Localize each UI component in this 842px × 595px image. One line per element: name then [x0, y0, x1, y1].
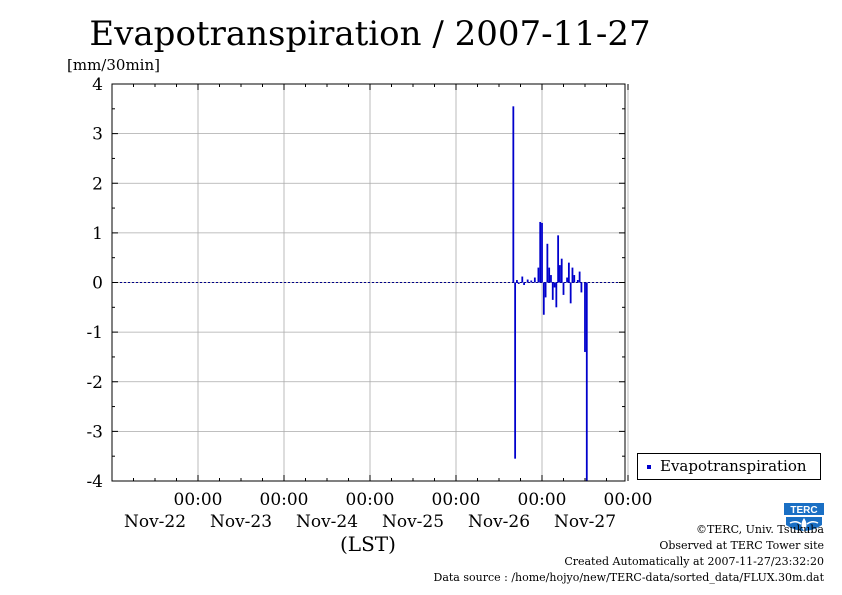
x-tick-date-label: Nov-22 [124, 512, 186, 532]
y-tick-label: 0 [92, 274, 103, 294]
y-tick-label: 4 [92, 75, 103, 95]
data-bar [566, 277, 568, 283]
data-bar [544, 282, 547, 298]
data-bar [539, 221, 542, 283]
data-bar [521, 276, 524, 283]
data-bar [571, 267, 574, 283]
data-bar [512, 106, 515, 283]
data-bar [560, 258, 563, 283]
data-bar [562, 282, 565, 295]
x-tick-time-label: 00:00 [346, 490, 395, 510]
data-bar [584, 282, 586, 352]
data-bar [569, 282, 572, 304]
y-tick-label: 1 [92, 224, 103, 244]
data-bar [533, 277, 536, 283]
x-tick-time-label: 00:00 [432, 490, 481, 510]
grid-lines [112, 84, 629, 481]
data-bar [573, 275, 576, 283]
data-bar [559, 265, 561, 283]
terc-logo: TERC [784, 503, 824, 531]
created-text: Created Automatically at 2007-11-27/23:3… [564, 555, 824, 568]
data-bar [542, 282, 545, 315]
data-bar [523, 282, 525, 285]
logo-text: TERC [790, 505, 817, 516]
x-tick-date-label: Nov-27 [554, 512, 616, 532]
data-bar [580, 282, 583, 293]
y-tick-labels: 4 3 2 1 0 -1 -2 -3 -4 [86, 75, 103, 492]
x-tick-labels: 00:00Nov-2200:00Nov-2300:00Nov-2400:00No… [124, 490, 653, 532]
data-bar [546, 243, 549, 283]
legend: Evapotranspiration [637, 453, 821, 480]
credits: ©TERC, Univ. Tsukuba Observed at TERC To… [434, 522, 825, 586]
y-tick-label: -3 [86, 422, 103, 442]
data-bar [585, 282, 588, 481]
data-bar [526, 279, 529, 283]
y-tick-label: -2 [86, 373, 103, 393]
data-bar [550, 275, 552, 283]
axis-ticks [112, 83, 629, 482]
y-tick-label: 3 [92, 125, 103, 145]
x-tick-time-label: 00:00 [174, 490, 223, 510]
data-bar [517, 282, 520, 284]
chart-title: Evapotranspiration / 2007-11-27 [89, 14, 651, 54]
data-bar [555, 282, 558, 308]
data-bar [567, 262, 570, 283]
x-tick-date-label: Nov-25 [382, 512, 444, 532]
data-bar [576, 280, 579, 283]
legend-label: Evapotranspiration [660, 457, 807, 475]
y-tick-label: 2 [92, 174, 103, 194]
data-bar [541, 222, 543, 283]
data-bar [557, 235, 560, 283]
data-bar [578, 271, 581, 283]
x-tick-time-label: 00:00 [260, 490, 309, 510]
x-tick-date-label: Nov-23 [210, 512, 272, 532]
data-bar [537, 267, 540, 283]
data-bar [514, 282, 517, 459]
observed-text: Observed at TERC Tower site [659, 539, 824, 552]
y-tick-label: -1 [86, 323, 103, 343]
data-bar [548, 267, 551, 283]
x-tick-date-label: Nov-24 [296, 512, 358, 532]
data-bar [553, 282, 556, 288]
y-tick-label: -4 [86, 472, 103, 492]
x-tick-date-label: Nov-26 [468, 512, 530, 532]
data-bars [512, 106, 588, 481]
data-bar [516, 280, 518, 283]
data-bar [551, 282, 554, 300]
legend-swatch [647, 465, 651, 469]
x-tick-time-label: 00:00 [604, 490, 653, 510]
copyright-text: ©TERC, Univ. Tsukuba [695, 523, 824, 536]
y-axis-unit-label: [mm/30min] [67, 56, 160, 74]
x-tick-time-label: 00:00 [518, 490, 567, 510]
source-text: Data source : /home/hojyo/new/TERC-data/… [433, 571, 825, 584]
data-bar [530, 280, 533, 283]
x-axis-label: (LST) [340, 532, 396, 556]
